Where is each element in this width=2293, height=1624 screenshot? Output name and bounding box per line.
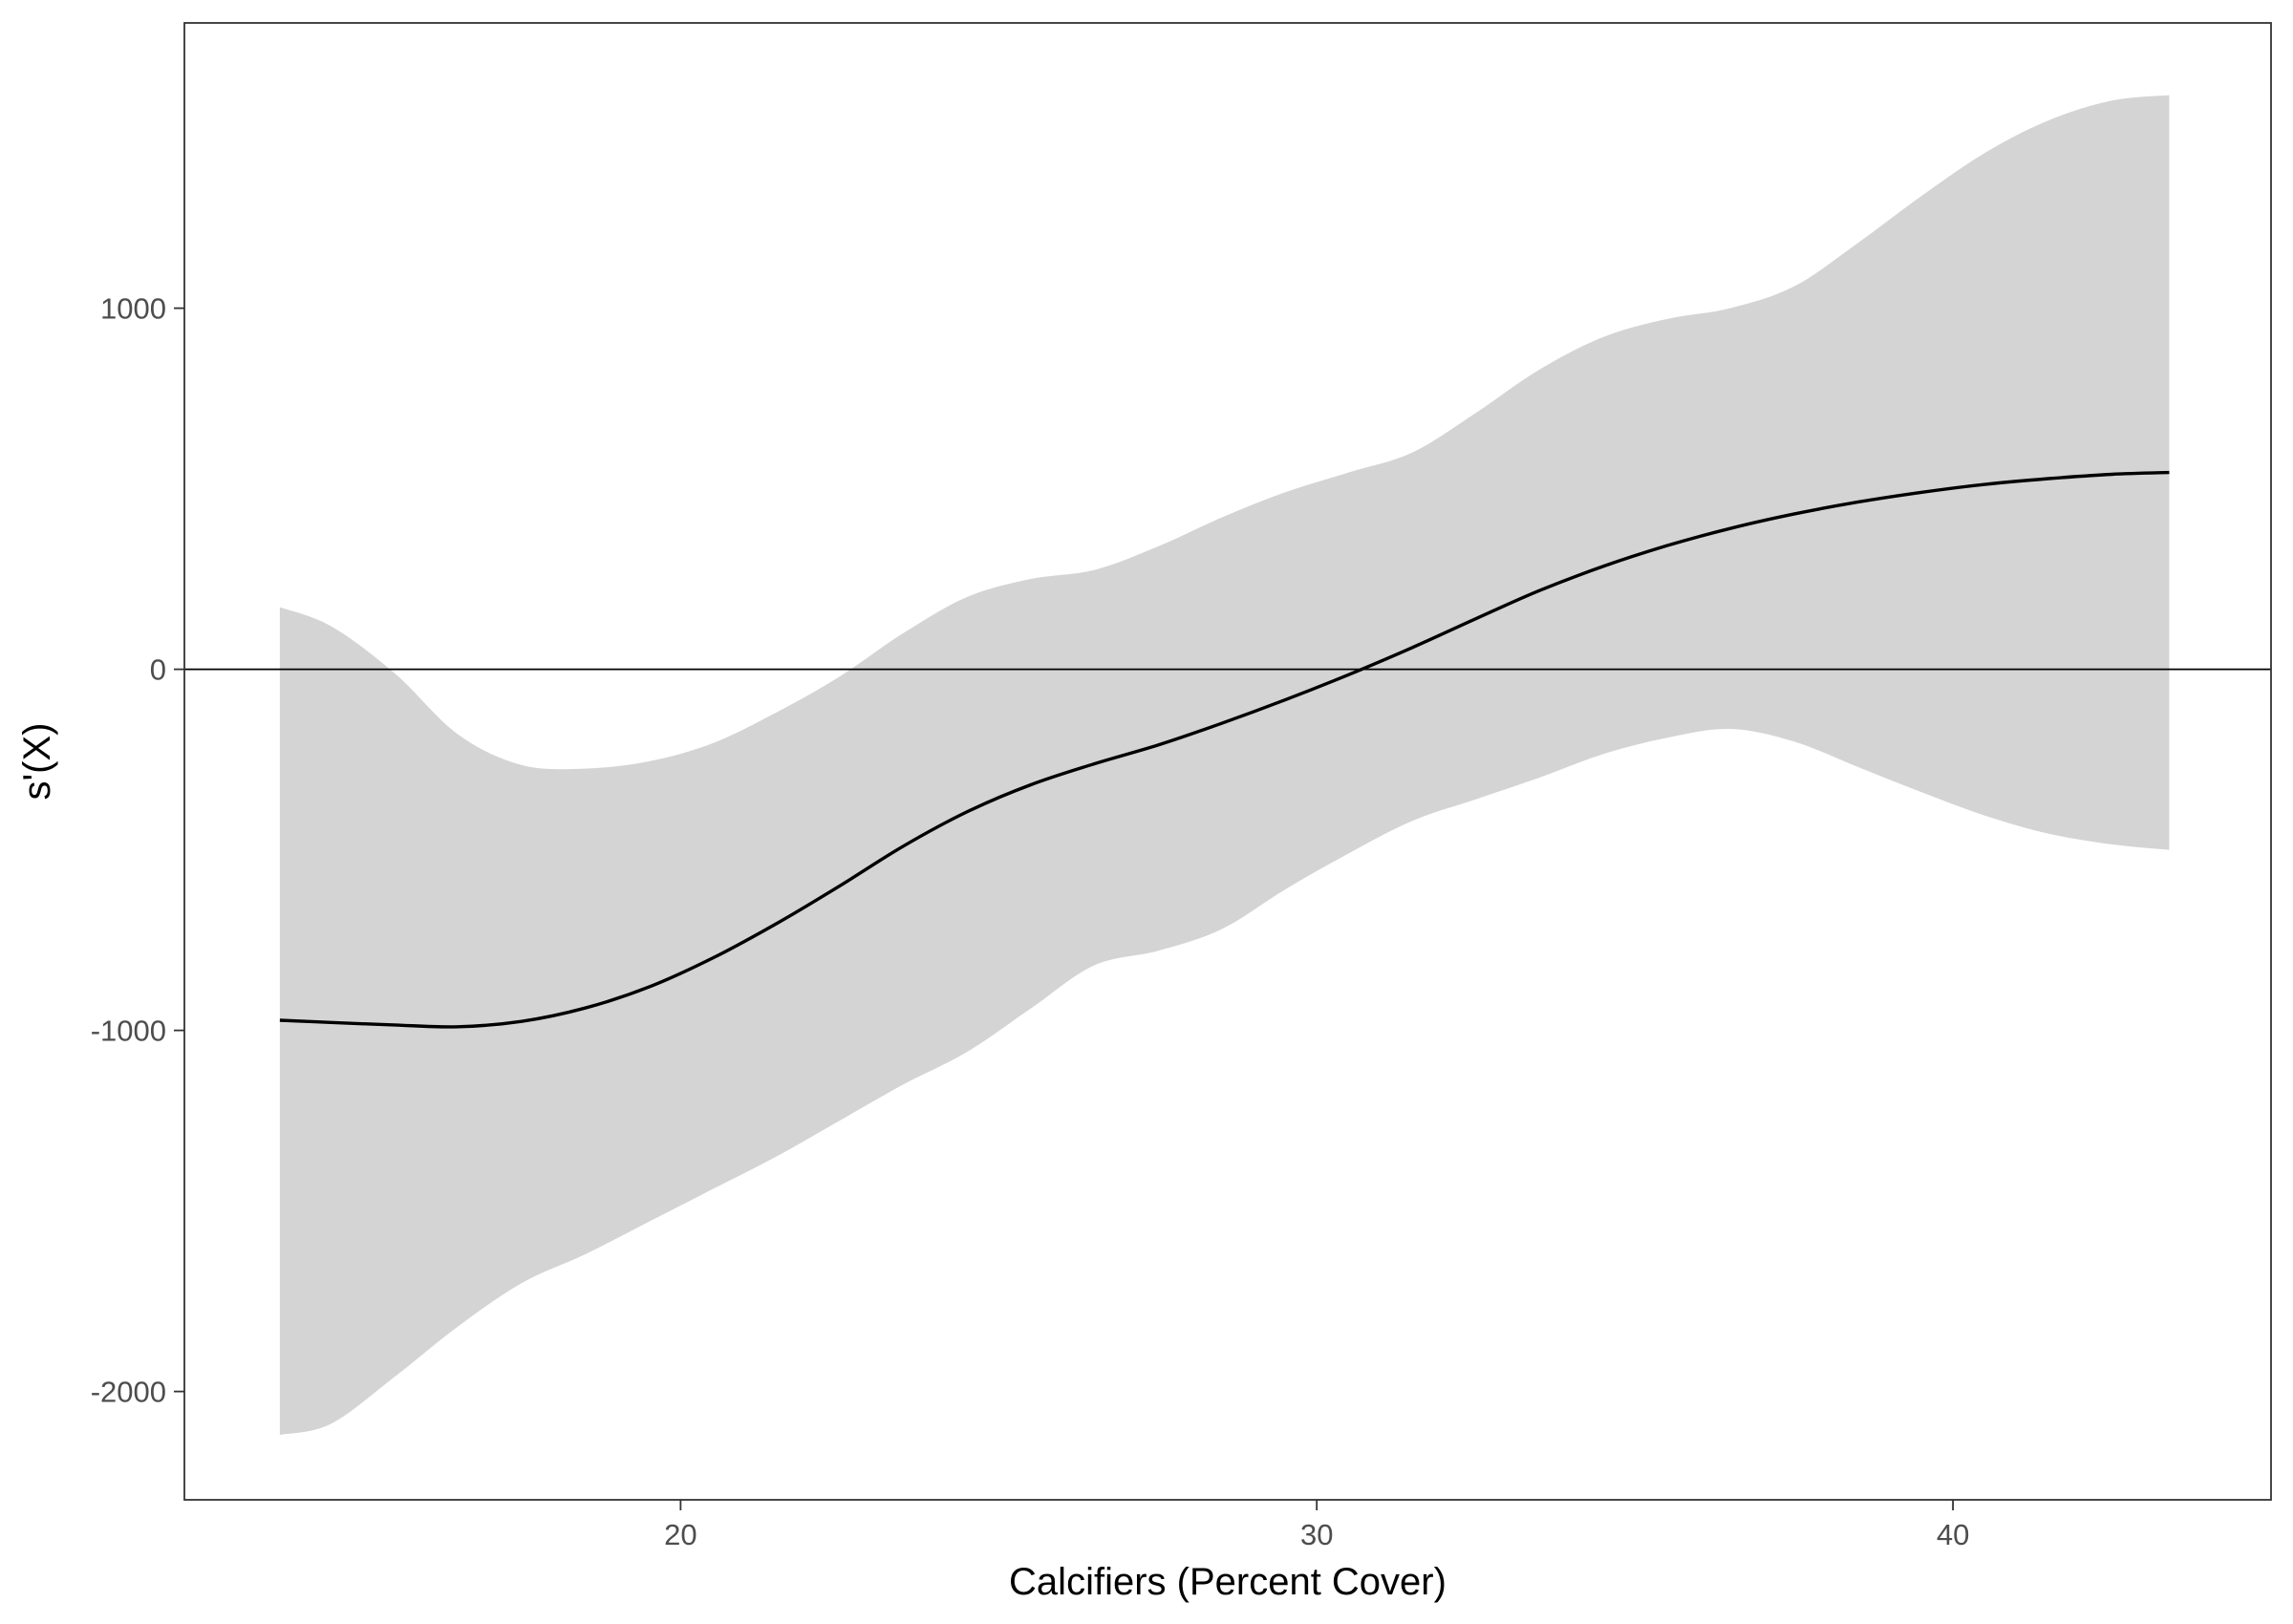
plot-panel <box>183 22 2272 1501</box>
y-axis: -2000 -1000 0 1000 <box>91 292 184 1409</box>
confidence-band <box>279 95 2170 1436</box>
y-tick-label: -1000 <box>91 1015 166 1048</box>
x-tick-label: 20 <box>664 1518 696 1551</box>
x-axis: 20 30 40 <box>664 1500 1969 1551</box>
derivative-line <box>279 470 2170 1029</box>
y-tick-label: -2000 <box>91 1376 166 1409</box>
y-tick-label: 1000 <box>100 292 166 326</box>
y-axis-title: s'(X) <box>16 723 58 801</box>
y-tick-label: 0 <box>150 653 166 687</box>
panel-border <box>183 22 2272 1501</box>
x-tick-label: 30 <box>1300 1518 1333 1551</box>
x-tick-label: 40 <box>1937 1518 1969 1551</box>
x-axis-title: Calcifiers (Percent Cover) <box>1009 1561 1447 1603</box>
